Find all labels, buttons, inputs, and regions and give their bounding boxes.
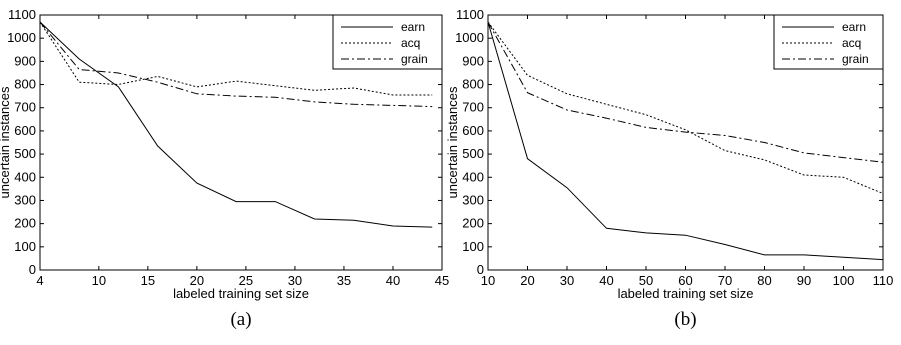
x-tick-label: 70 — [718, 273, 732, 288]
x-tick-label: 20 — [190, 273, 204, 288]
y-tick-label: 200 — [14, 216, 36, 231]
x-tick-label: 100 — [833, 273, 855, 288]
x-tick-label: 40 — [599, 273, 613, 288]
panel-caption: (b) — [674, 309, 696, 330]
y-tick-label: 600 — [462, 123, 484, 138]
y-tick-label: 800 — [14, 77, 36, 92]
legend-label-acq: acq — [401, 36, 420, 50]
y-tick-label: 1100 — [8, 7, 36, 22]
x-tick-label: 40 — [386, 273, 400, 288]
series-line-acq — [487, 21, 884, 194]
legend-label-grain: grain — [401, 52, 428, 66]
y-axis-label: uncertain instances — [445, 86, 460, 199]
x-tick-label: 45 — [435, 273, 449, 288]
x-tick-label: 30 — [560, 273, 574, 288]
x-tick-label: 10 — [92, 273, 106, 288]
x-tick-label: 110 — [873, 273, 894, 288]
series-line-grain — [487, 21, 884, 163]
legend-label-earn: earn — [401, 20, 425, 34]
y-tick-label: 0 — [477, 262, 484, 277]
legend-box — [773, 14, 884, 70]
legend-label-acq: acq — [842, 36, 861, 50]
x-tick-label: 25 — [239, 273, 253, 288]
y-tick-label: 300 — [462, 192, 484, 207]
y-tick-label: 700 — [14, 100, 36, 115]
y-tick-label: 1100 — [456, 7, 484, 22]
chart-panel-b: 0 100 200 300 400 500 600 700 800 900 1000 1100 10 20… — [445, 7, 893, 330]
x-tick-label: 15 — [141, 273, 155, 288]
y-tick-label: 300 — [14, 192, 36, 207]
x-tick-label: 10 — [481, 273, 495, 288]
y-tick-label: 600 — [14, 123, 36, 138]
chart-panel-a: 0 100 200 300 400 500 600 700 800 900 1000 1100 4 10 1… — [0, 7, 449, 330]
y-tick-label: 400 — [14, 169, 36, 184]
x-axis-label: labeled training set size — [618, 286, 754, 301]
y-tick-label: 1000 — [455, 30, 484, 45]
series-line-grain — [39, 21, 433, 108]
x-tick-label: 4 — [36, 273, 43, 288]
y-tick-label: 500 — [462, 146, 484, 161]
x-axis-label: labeled training set size — [173, 286, 309, 301]
legend-label-earn: earn — [842, 20, 866, 34]
y-tick-label: 100 — [462, 239, 484, 254]
x-tick-label: 60 — [678, 273, 692, 288]
series-line-earn — [487, 21, 884, 261]
y-tick-label: 100 — [14, 239, 36, 254]
legend: earn acq grain — [332, 14, 443, 70]
y-tick-label: 200 — [462, 216, 484, 231]
y-tick-label: 500 — [14, 146, 36, 161]
y-tick-label: 900 — [462, 53, 484, 68]
x-tick-label: 90 — [797, 273, 811, 288]
x-tick-label: 35 — [337, 273, 351, 288]
y-tick-label: 700 — [462, 100, 484, 115]
y-axis-label: uncertain instances — [0, 86, 12, 199]
x-tick-label: 20 — [520, 273, 534, 288]
legend-box — [332, 14, 443, 70]
y-tick-label: 1000 — [7, 30, 36, 45]
plot-frame — [39, 14, 443, 271]
series-line-earn — [39, 21, 433, 228]
x-tick-label: 30 — [288, 273, 302, 288]
y-tick-label: 900 — [14, 53, 36, 68]
y-tick-label: 400 — [462, 169, 484, 184]
legend: earn acq grain — [773, 14, 884, 70]
panel-caption: (a) — [230, 309, 251, 330]
y-tick-label: 0 — [29, 262, 36, 277]
y-tick-label: 800 — [462, 77, 484, 92]
x-tick-label: 50 — [639, 273, 653, 288]
legend-label-grain: grain — [842, 52, 869, 66]
x-tick-label: 80 — [757, 273, 771, 288]
